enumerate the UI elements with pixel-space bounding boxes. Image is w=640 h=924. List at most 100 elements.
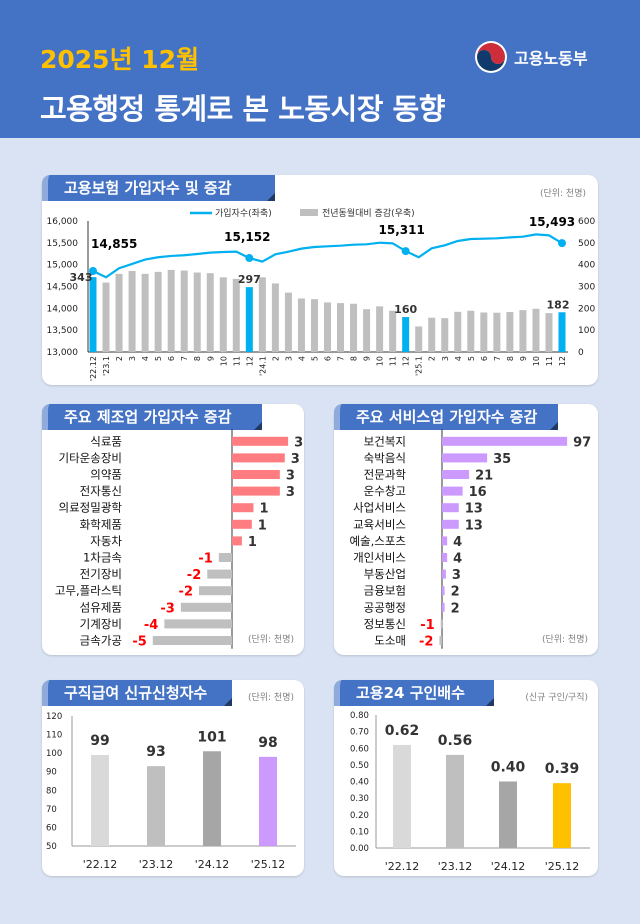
category-label: 기계장비: [80, 617, 122, 631]
y-tick: 0.40: [350, 778, 369, 788]
bar-data-label: 21: [475, 469, 493, 484]
x-tick: 8: [350, 356, 359, 361]
line-data-label: 15,311: [379, 223, 425, 237]
bar-yoy-change: [102, 282, 110, 352]
bar: [232, 470, 280, 479]
bar-data-label: 2: [451, 601, 460, 616]
bar-data-label: 4: [453, 535, 462, 550]
bar-yoy-change: [454, 311, 462, 352]
x-tick: '22.12: [89, 356, 98, 381]
x-tick: '23.1: [102, 356, 111, 376]
services-panel: 주요 서비스업 가입자수 증감 (단위: 천명): [334, 404, 598, 655]
x-tick: 8: [506, 356, 515, 361]
x-tick: 10: [532, 356, 541, 366]
bar-yoy-change: [545, 313, 553, 352]
bar: [442, 602, 445, 612]
category-label: 정보통신: [364, 617, 406, 631]
bar-yoy-change: [128, 270, 136, 352]
bar-yoy-change: [310, 299, 318, 352]
x-tick: 8: [193, 356, 202, 361]
bar-data-label: 0.62: [385, 723, 420, 739]
bar-yoy-change: [441, 318, 449, 352]
bar-yoy-change: [180, 270, 188, 352]
bar-data-label: 97: [573, 435, 591, 450]
x-tick: '23.12: [438, 860, 473, 873]
bar-yoy-change: [271, 283, 279, 352]
category-label: 사업서비스: [353, 501, 406, 515]
bar-data-label: 0.40: [491, 760, 526, 776]
x-tick: 9: [206, 356, 215, 361]
bar-data-label: 3: [286, 485, 295, 500]
bar-data-label: 13: [465, 502, 483, 517]
category-label: 1차금속: [83, 551, 122, 565]
unit-label: (단위: 천명): [539, 189, 586, 199]
header-banner: 2025년 12월 고용행정 통계로 본 노동시장 동향 고용노동부: [0, 0, 640, 138]
x-tick: 7: [493, 356, 502, 361]
bar-data-label: 93: [146, 744, 165, 760]
bar-data-label: -1: [198, 552, 212, 567]
bar-data-label: 1: [248, 535, 257, 550]
manufacturing-panel: 주요 제조업 가입자수 증감 (단위: 천명): [42, 404, 304, 655]
bar: [446, 754, 464, 848]
category-label: 의료정밀광학: [59, 501, 123, 515]
category-label: 기타운송장비: [59, 451, 122, 465]
bar-yoy-change: [141, 273, 149, 352]
bar: [152, 636, 232, 645]
bar-data-label: 0.56: [438, 733, 473, 749]
bar-yoy-change: [506, 312, 514, 352]
bar-data-label: -2: [187, 568, 201, 583]
bar-data-label: 13: [465, 518, 483, 533]
bar: [442, 453, 488, 463]
bar-yoy-change: [389, 310, 397, 352]
y-tick: 0.50: [350, 761, 369, 771]
bar-yoy-change: [337, 303, 345, 352]
category-label: 전기장비: [80, 567, 122, 581]
bar: [232, 503, 254, 513]
bar-yoy-change: [297, 298, 305, 352]
bar-data-label: -5: [132, 635, 146, 650]
x-tick: 12: [402, 356, 411, 366]
y-right-tick: 600: [578, 217, 595, 227]
y-tick: 0.00: [350, 844, 369, 854]
category-label: 전문과학: [364, 468, 407, 482]
y-left-tick: 15,500: [47, 239, 79, 249]
x-tick: 10: [376, 356, 385, 366]
x-tick: 3: [284, 356, 293, 361]
x-tick: '25.12: [545, 860, 580, 873]
y-left-tick: 14,000: [47, 304, 79, 314]
bar: [439, 636, 442, 645]
category-label: 식료품: [90, 434, 122, 448]
bar-data-label: 3: [294, 435, 303, 450]
bar-yoy-change: [350, 303, 358, 352]
bar-yoy-change: [467, 310, 475, 352]
x-tick: 7: [337, 356, 346, 361]
line-marker: [558, 239, 566, 248]
y-right-tick: 0: [578, 348, 584, 358]
x-tick: 11: [232, 356, 241, 366]
bar: [442, 519, 459, 529]
category-label: 전자통신: [80, 484, 122, 498]
bar-data-label: 101: [197, 729, 226, 745]
bar: [442, 569, 446, 579]
x-tick: 5: [310, 356, 319, 361]
ministry-logo: 고용노동부: [474, 40, 588, 74]
bar-data-label: 3: [291, 452, 300, 467]
bar-data-label: -2: [419, 635, 433, 650]
bar: [232, 486, 280, 496]
taegeuk-emblem-icon: [475, 41, 507, 73]
category-label: 예술,스포츠: [349, 534, 406, 548]
y-tick: 0.60: [350, 744, 369, 754]
bar: [147, 766, 165, 846]
category-label: 금융보험: [364, 584, 406, 598]
bar-data-label: 1: [259, 502, 268, 517]
category-label: 교육서비스: [353, 517, 406, 531]
x-tick: '24.12: [195, 858, 230, 871]
x-tick: 11: [545, 356, 554, 366]
report-month: 2025년 12월: [40, 45, 200, 74]
bar-yoy-change: [402, 317, 410, 352]
bar: [499, 781, 517, 848]
x-tick: 6: [167, 356, 176, 361]
x-tick: '24.12: [491, 860, 526, 873]
category-label: 보건복지: [364, 434, 406, 448]
bar-data-label: 2: [451, 585, 460, 600]
